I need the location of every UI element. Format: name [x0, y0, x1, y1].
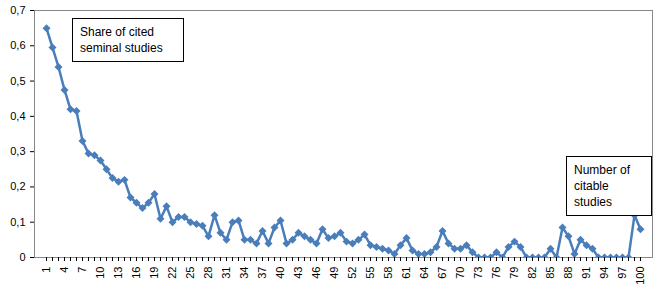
svg-text:73: 73: [472, 267, 484, 279]
html-text:Share of cited seminal studies: Share of cited seminal studies: [80, 25, 163, 55]
svg-text:4: 4: [58, 267, 70, 273]
svg-text:31: 31: [220, 267, 232, 279]
svg-text:0: 0: [19, 251, 25, 263]
svg-text:88: 88: [562, 267, 574, 279]
svg-text:82: 82: [526, 267, 538, 279]
svg-text:94: 94: [598, 267, 610, 279]
svg-text:40: 40: [274, 267, 286, 279]
svg-text:52: 52: [346, 267, 358, 279]
svg-text:79: 79: [508, 267, 520, 279]
svg-text:37: 37: [256, 267, 268, 279]
svg-text:85: 85: [544, 267, 556, 279]
svg-text:0,1: 0,1: [10, 216, 25, 228]
svg-text:13: 13: [112, 267, 124, 279]
svg-text:0,7: 0,7: [10, 4, 25, 16]
svg-text:61: 61: [400, 267, 412, 279]
svg-text:43: 43: [292, 267, 304, 279]
svg-text:0,5: 0,5: [10, 75, 25, 87]
svg-text:0,6: 0,6: [10, 39, 25, 51]
svg-text:28: 28: [202, 267, 214, 279]
svg-text:67: 67: [436, 267, 448, 279]
svg-text:46: 46: [310, 267, 322, 279]
svg-text:0,4: 0,4: [10, 110, 25, 122]
svg-text:16: 16: [130, 267, 142, 279]
svg-text:64: 64: [418, 267, 430, 279]
svg-text:22: 22: [166, 267, 178, 279]
svg-text:97: 97: [616, 267, 628, 279]
svg-text:25: 25: [184, 267, 196, 279]
svg-text:1: 1: [40, 267, 52, 273]
svg-text:10: 10: [94, 267, 106, 279]
svg-text:55: 55: [364, 267, 376, 279]
svg-text:34: 34: [238, 267, 250, 279]
svg-text:0,3: 0,3: [10, 145, 25, 157]
svg-text:70: 70: [454, 267, 466, 279]
svg-text:91: 91: [580, 267, 592, 279]
svg-text:58: 58: [382, 267, 394, 279]
svg-text:0,2: 0,2: [10, 180, 25, 192]
svg-text:100: 100: [634, 267, 646, 285]
svg-text:19: 19: [148, 267, 160, 279]
svg-text:76: 76: [490, 267, 502, 279]
svg-text:49: 49: [328, 267, 340, 279]
svg-text:7: 7: [76, 267, 88, 273]
html-text:Number of citable studies: Number of citable studies: [574, 163, 630, 209]
